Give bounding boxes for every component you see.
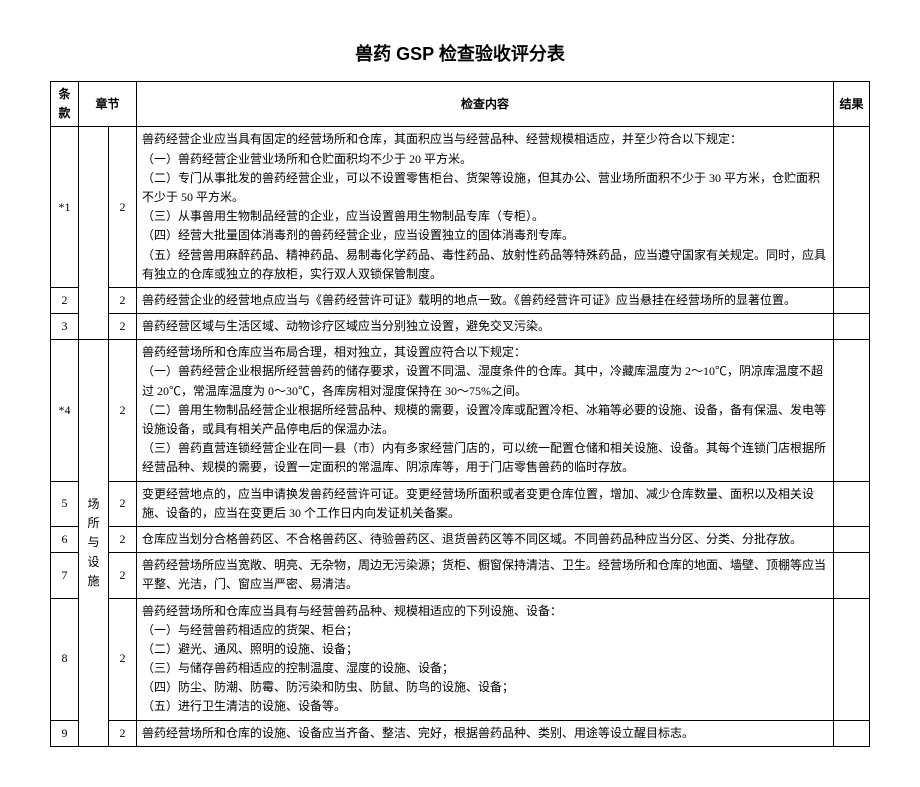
table-cell-zhangjie: 2 bbox=[109, 340, 137, 481]
table-cell-tiaokuan: 9 bbox=[51, 720, 79, 746]
page-title: 兽药 GSP 检查验收评分表 bbox=[50, 40, 870, 66]
table-cell-tiaokuan: 6 bbox=[51, 526, 79, 552]
table-cell-tiaokuan: 3 bbox=[51, 314, 79, 340]
table-cell-zhangjie: 2 bbox=[109, 598, 137, 720]
table-cell-content: 兽药经营企业的经营地点应当与《兽药经营许可证》载明的地点一致。《兽药经营许可证》… bbox=[137, 287, 834, 313]
table-cell-tiaokuan: 8 bbox=[51, 598, 79, 720]
table-cell-content: 兽药经营场所和仓库的设施、设备应当齐备、整洁、完好，根据兽药品种、类别、用途等设… bbox=[137, 720, 834, 746]
table-cell-tiaokuan: 7 bbox=[51, 553, 79, 598]
header-zhangjie: 章节 bbox=[79, 82, 137, 127]
table-cell-content: 兽药经营场所和仓库应当布局合理，相对独立，其设置应符合以下规定：（一）兽药经营企… bbox=[137, 340, 834, 481]
table-cell-jieguo bbox=[834, 526, 870, 552]
table-cell-jieguo bbox=[834, 553, 870, 598]
table-cell-zhangjie: 2 bbox=[109, 287, 137, 313]
table-cell-content: 兽药经营企业应当具有固定的经营场所和仓库，其面积应当与经营品种、经营规模相适应，… bbox=[137, 127, 834, 288]
table-cell-tiaokuan: 2 bbox=[51, 287, 79, 313]
table-cell-jieguo bbox=[834, 314, 870, 340]
table-cell-content: 变更经营地点的，应当申请换发兽药经营许可证。变更经营场所面积或者变更仓库位置，增… bbox=[137, 481, 834, 526]
table-cell-zhangjie: 2 bbox=[109, 720, 137, 746]
table-cell-tiaokuan: 5 bbox=[51, 481, 79, 526]
table-cell-jieguo bbox=[834, 287, 870, 313]
table-cell-tiaokuan: *1 bbox=[51, 127, 79, 288]
table-cell-jieguo bbox=[834, 720, 870, 746]
table-cell-content: 兽药经营场所应当宽敞、明亮、无杂物，周边无污染源；货柜、橱窗保持清洁、卫生。经营… bbox=[137, 553, 834, 598]
inspection-table: 条款章节检查内容结果 *12兽药经营企业应当具有固定的经营场所和仓库，其面积应当… bbox=[50, 81, 870, 747]
section-blank bbox=[79, 127, 109, 340]
table-cell-zhangjie: 2 bbox=[109, 481, 137, 526]
header-neirong: 检查内容 bbox=[137, 82, 834, 127]
table-cell-zhangjie: 2 bbox=[109, 314, 137, 340]
table-cell-jieguo bbox=[834, 127, 870, 288]
table-cell-jieguo bbox=[834, 340, 870, 481]
table-cell-content: 兽药经营区域与生活区域、动物诊疗区域应当分别独立设置，避免交叉污染。 bbox=[137, 314, 834, 340]
header-tiaokuan: 条款 bbox=[51, 82, 79, 127]
table-cell-jieguo bbox=[834, 598, 870, 720]
header-jieguo: 结果 bbox=[834, 82, 870, 127]
table-cell-tiaokuan: *4 bbox=[51, 340, 79, 481]
table-cell-jieguo bbox=[834, 481, 870, 526]
table-cell-zhangjie: 2 bbox=[109, 127, 137, 288]
table-cell-zhangjie: 2 bbox=[109, 553, 137, 598]
table-cell-zhangjie: 2 bbox=[109, 526, 137, 552]
section-label: 场所与设施 bbox=[79, 340, 109, 747]
table-cell-content: 仓库应当划分合格兽药区、不合格兽药区、待验兽药区、退货兽药区等不同区域。不同兽药… bbox=[137, 526, 834, 552]
table-cell-content: 兽药经营场所和仓库应当具有与经营兽药品种、规模相适应的下列设施、设备：（一）与经… bbox=[137, 598, 834, 720]
